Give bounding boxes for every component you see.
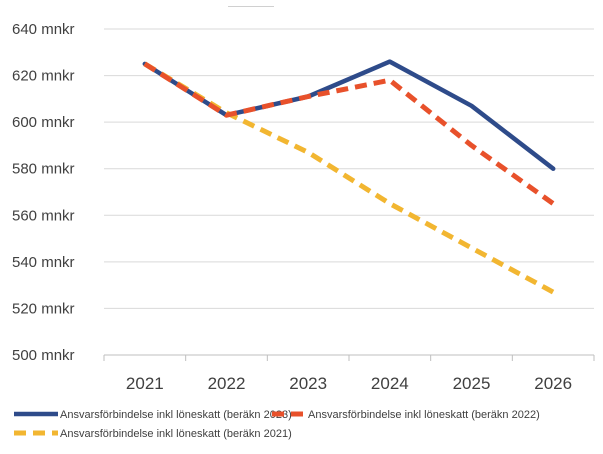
data-series — [142, 59, 556, 295]
top-strip — [0, 0, 603, 12]
legend-label: Ansvarsförbindelse inkl löneskatt (beräk… — [60, 409, 292, 421]
x-tick-label: 2026 — [534, 374, 572, 393]
y-tick-label: 540 mnkr — [12, 254, 75, 271]
x-tick-label: 2024 — [371, 374, 409, 393]
top-divider — [228, 0, 274, 7]
x-tick-label: 2023 — [289, 374, 327, 393]
series-line — [143, 61, 555, 295]
legend: Ansvarsförbindelse inkl löneskatt (beräk… — [14, 409, 540, 440]
y-tick-label: 620 mnkr — [12, 68, 75, 85]
y-tick-label: 520 mnkr — [12, 300, 75, 317]
x-tick-label: 2021 — [126, 374, 164, 393]
series-line — [143, 61, 555, 206]
gridlines — [104, 28, 594, 309]
x-tick-label: 2025 — [453, 374, 491, 393]
y-tick-label: 580 mnkr — [12, 161, 75, 178]
x-axis — [103, 354, 595, 361]
y-axis-tick-labels: 500 mnkr 520 mnkr 540 mnkr 560 mnkr 580 mnkr… — [12, 21, 75, 364]
legend-label: Ansvarsförbindelse inkl löneskatt (beräk… — [60, 428, 292, 440]
legend-label: Ansvarsförbindelse inkl löneskatt (beräk… — [308, 409, 540, 421]
x-tick-label: 2022 — [208, 374, 246, 393]
series-line — [142, 59, 556, 171]
y-tick-label: 600 mnkr — [12, 114, 75, 131]
y-tick-label: 640 mnkr — [12, 21, 75, 38]
y-tick-label: 560 mnkr — [12, 207, 75, 224]
x-axis-tick-labels: 2021 2022 2023 2024 2025 2026 — [126, 374, 572, 393]
y-tick-label: 500 mnkr — [12, 347, 75, 364]
